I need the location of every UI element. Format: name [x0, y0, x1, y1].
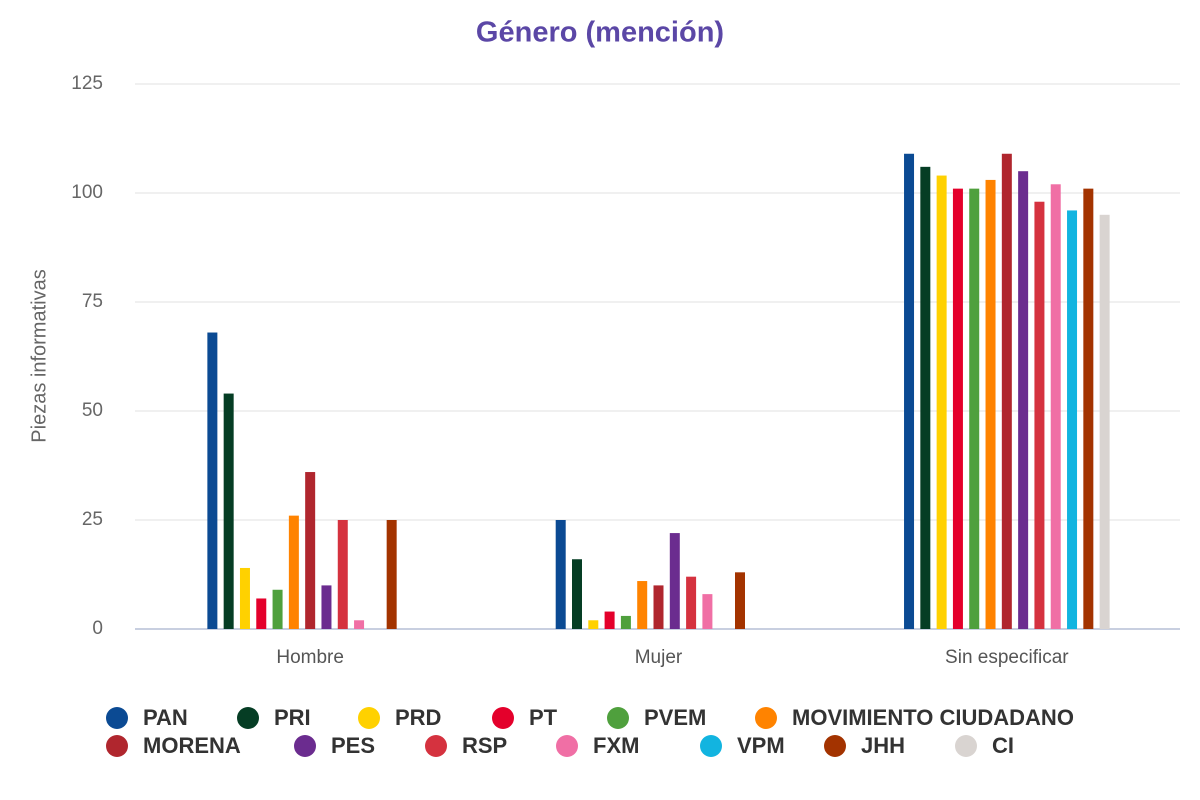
- legend-swatch: [556, 735, 578, 757]
- bar: [1034, 201, 1045, 629]
- bar: [207, 332, 218, 629]
- bar: [920, 166, 931, 629]
- legend-label: PRI: [274, 705, 311, 730]
- bar: [354, 620, 365, 629]
- y-tick-label: 75: [82, 291, 103, 312]
- y-tick-label: 100: [71, 182, 103, 203]
- bar: [555, 520, 566, 629]
- legend-label: PVEM: [644, 705, 706, 730]
- legend-swatch: [425, 735, 447, 757]
- bar: [386, 520, 397, 629]
- bar: [637, 581, 648, 629]
- bar: [735, 572, 745, 629]
- legend-label: PRD: [395, 705, 441, 730]
- legend-swatch: [492, 707, 514, 729]
- x-tick-label: Mujer: [635, 647, 683, 668]
- legend-swatch: [824, 735, 846, 757]
- bar: [1018, 171, 1029, 629]
- bar: [1067, 210, 1078, 629]
- bar: [702, 594, 713, 629]
- legend-swatch: [955, 735, 977, 757]
- legend-label: FXM: [593, 733, 639, 758]
- legend-label: MOVIMIENTO CIUDADANO: [792, 705, 1074, 730]
- bar: [620, 615, 631, 629]
- legend-label: PES: [331, 733, 375, 758]
- legend-label: MORENA: [143, 733, 241, 758]
- bar: [305, 472, 316, 629]
- y-tick-label: 0: [92, 618, 103, 639]
- bar: [969, 188, 980, 629]
- legend-swatch: [106, 707, 128, 729]
- legend-label: JHH: [861, 733, 905, 758]
- legend-label: CI: [992, 733, 1014, 758]
- legend-swatch: [294, 735, 316, 757]
- bar: [686, 576, 697, 629]
- bar: [604, 611, 615, 629]
- bar: [239, 567, 250, 629]
- y-tick-label: 25: [82, 509, 103, 530]
- bar: [985, 179, 996, 630]
- bar: [588, 620, 599, 629]
- bar: [1083, 188, 1094, 629]
- legend-swatch: [755, 707, 777, 729]
- bar: [321, 585, 332, 629]
- x-tick-label: Hombre: [276, 647, 344, 668]
- bar: [669, 533, 680, 629]
- bar: [223, 393, 234, 629]
- legend-swatch: [106, 735, 128, 757]
- bar: [1050, 184, 1061, 629]
- bar: [337, 520, 348, 629]
- legend-swatch: [607, 707, 629, 729]
- legend-label: VPM: [737, 733, 785, 758]
- bar: [653, 585, 664, 629]
- legend-label: PT: [529, 705, 558, 730]
- bar: [288, 515, 299, 629]
- x-tick-label: Sin especificar: [945, 647, 1069, 668]
- bar: [952, 188, 963, 629]
- bar: [936, 175, 947, 629]
- bar: [904, 153, 915, 629]
- chart-title: Género (mención): [476, 17, 724, 49]
- legend-swatch: [700, 735, 722, 757]
- bar: [572, 559, 582, 629]
- bar: [272, 589, 283, 629]
- y-axis-label: Piezas informativas: [28, 269, 50, 442]
- legend-label: RSP: [462, 733, 507, 758]
- bar: [1099, 214, 1110, 630]
- y-tick-label: 50: [82, 400, 103, 421]
- bar: [256, 598, 267, 629]
- legend-swatch: [237, 707, 259, 729]
- legend-label: PAN: [143, 705, 188, 730]
- y-tick-label: 125: [71, 73, 103, 94]
- bar: [1001, 153, 1012, 629]
- legend-swatch: [358, 707, 380, 729]
